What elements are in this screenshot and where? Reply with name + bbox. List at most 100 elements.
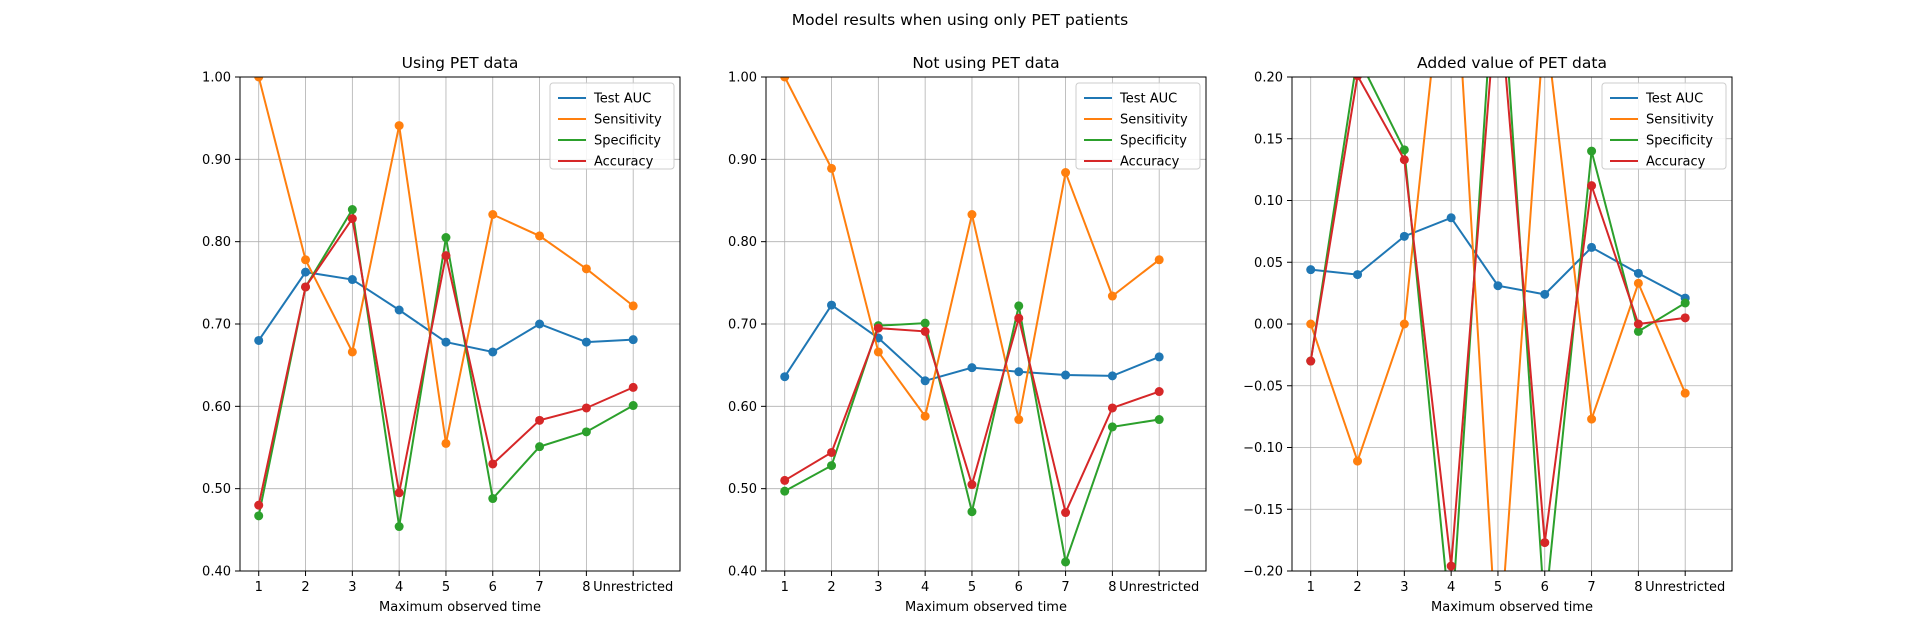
data-point [488, 209, 498, 219]
x-tick-label: 6 [1015, 580, 1023, 595]
series-line [1309, 77, 1686, 567]
x-tick-label: 3 [348, 580, 356, 595]
legend-box [549, 82, 675, 170]
y-tick-label: 0.40 [202, 565, 231, 580]
legend-label: Test AUC [593, 92, 651, 107]
y-tick-label: 0.10 [1254, 194, 1283, 209]
y-tick-label: −0.15 [1243, 503, 1283, 518]
data-point [441, 438, 451, 448]
data-point [628, 335, 638, 345]
data-point [347, 214, 357, 224]
legend-label: Specificity [1646, 134, 1713, 149]
data-point [1353, 52, 1362, 61]
data-point [1107, 371, 1117, 381]
data-point [873, 323, 883, 333]
axes-title: Using PET data [402, 54, 519, 72]
y-tick-label: 0.15 [1254, 132, 1283, 147]
data-point [301, 282, 311, 292]
axes-title: Not using PET data [912, 54, 1059, 72]
data-point [780, 372, 790, 382]
data-point [967, 480, 977, 490]
legend-label: Accuracy [594, 155, 654, 170]
x-tick-label: 5 [442, 580, 450, 595]
data-point [1680, 313, 1690, 323]
data-point [873, 347, 883, 357]
data-point [1107, 291, 1117, 301]
y-tick-label: −0.10 [1243, 441, 1283, 456]
x-tick-label: 2 [1353, 580, 1361, 595]
y-tick-label: 0.70 [728, 318, 757, 333]
x-tick-label: 4 [921, 580, 929, 595]
y-tick-label: −0.20 [1243, 565, 1283, 580]
data-point [1493, 281, 1503, 291]
legend: Test AUC Sensitivity Specificity Accuracy [1601, 82, 1727, 170]
data-point [581, 403, 591, 413]
panel-2: 1 2 3 4 5 6 7 8 Unrestricted 0.40 0.50 0.60 0.70 0.80… [728, 54, 1207, 615]
legend-box [1601, 82, 1727, 170]
y-tick-label: 0.90 [728, 153, 757, 168]
y-tick-label: −0.05 [1243, 379, 1283, 394]
data-point [967, 363, 977, 373]
x-axis-label: Maximum observed time [379, 600, 541, 615]
data-point [441, 233, 451, 243]
y-tick-label: 0.00 [1254, 318, 1283, 333]
data-point [441, 251, 451, 261]
data-point [1107, 403, 1117, 413]
legend-label: Specificity [594, 134, 661, 149]
data-point [1353, 456, 1363, 466]
x-tick-label: 6 [1541, 580, 1549, 595]
x-tick-label: 3 [1400, 580, 1408, 595]
x-tick-label: 2 [301, 580, 309, 595]
y-tick-label: 0.50 [202, 482, 231, 497]
legend-label: Sensitivity [1646, 113, 1714, 128]
data-point [581, 337, 591, 347]
x-tick-label: 5 [1494, 580, 1502, 595]
plot-area [1306, 12, 1690, 571]
x-tick-label: Unrestricted [1119, 580, 1199, 595]
data-point [488, 459, 498, 469]
data-point [1680, 298, 1690, 308]
data-point [488, 347, 498, 357]
data-point [254, 500, 264, 510]
data-point [628, 382, 638, 392]
data-point [1446, 213, 1456, 223]
x-tick-label: 8 [582, 580, 590, 595]
x-tick-label: 8 [1634, 580, 1642, 595]
legend-label: Accuracy [1646, 155, 1706, 170]
data-point [301, 255, 311, 265]
series-line [1309, 77, 1687, 571]
y-tick-label: 0.60 [202, 400, 231, 415]
x-tick-label: 1 [1307, 580, 1315, 595]
data-point [1587, 414, 1597, 424]
data-point [1061, 557, 1071, 567]
data-point [1306, 265, 1316, 275]
y-tick-label: 0.50 [728, 482, 757, 497]
data-point [254, 335, 264, 345]
series-line [1309, 77, 1686, 571]
axes-title: Added value of PET data [1417, 54, 1607, 72]
data-point [1540, 289, 1550, 299]
data-point [1154, 352, 1164, 362]
x-tick-label: 3 [874, 580, 882, 595]
data-point [1154, 415, 1164, 425]
x-tick-label: 1 [255, 580, 263, 595]
y-tick-label: 0.60 [728, 400, 757, 415]
data-point [920, 376, 930, 386]
data-point [1014, 415, 1024, 425]
data-point [441, 337, 451, 347]
legend-label: Test AUC [1645, 92, 1703, 107]
data-point [1680, 388, 1690, 398]
data-point [347, 347, 357, 357]
legend-box [1075, 82, 1201, 170]
x-tick-label: 6 [489, 580, 497, 595]
data-point [1540, 538, 1550, 548]
data-point [780, 486, 790, 496]
data-point [920, 411, 930, 421]
legend: Test AUC Sensitivity Specificity Accuracy [549, 82, 675, 170]
plot-area [254, 77, 638, 532]
data-point [1540, 12, 1549, 21]
data-point [827, 163, 837, 173]
data-point [581, 264, 591, 274]
data-point [581, 427, 591, 437]
panel-1: 1 2 3 4 5 6 7 8 Unrestricted 0.40 0.50 0.60 0.70 0.80… [202, 54, 681, 615]
